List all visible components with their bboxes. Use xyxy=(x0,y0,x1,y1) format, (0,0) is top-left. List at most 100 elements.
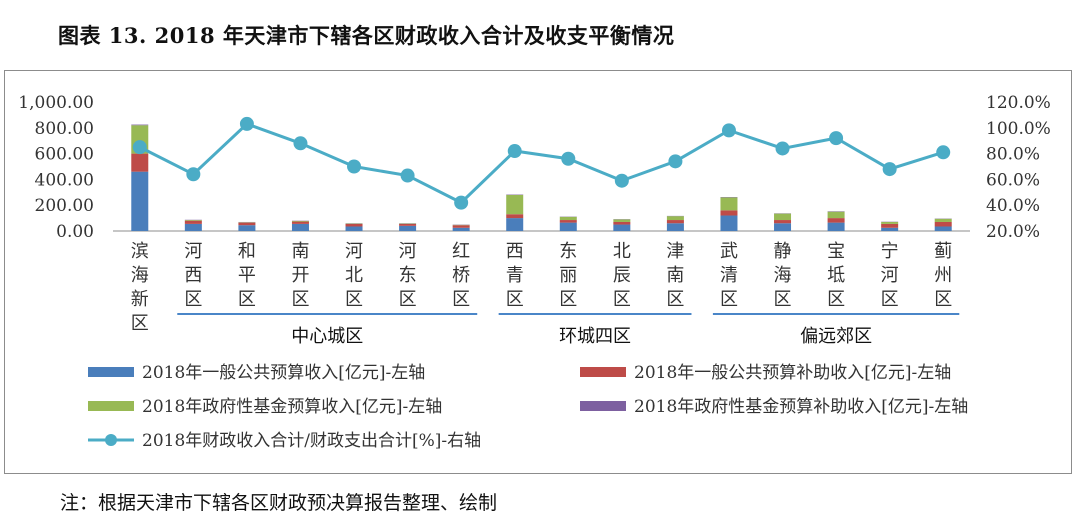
bar-segment xyxy=(184,223,202,231)
x-tick-label: 东丽区 xyxy=(559,241,577,310)
bar-segment xyxy=(238,225,256,231)
bar-segment xyxy=(291,223,309,231)
ratio-point xyxy=(721,123,736,138)
bar-segment xyxy=(238,222,256,226)
bar-segment xyxy=(131,171,149,231)
ratio-point xyxy=(882,162,897,177)
ratio-point xyxy=(561,151,576,166)
bar-segment xyxy=(559,220,577,223)
x-tick-label: 北辰区 xyxy=(613,241,631,310)
bar-segment xyxy=(345,223,363,227)
legend-swatch xyxy=(580,367,626,377)
legend-swatch xyxy=(88,367,134,377)
legend-marker xyxy=(105,434,117,446)
y-left-tick-label: 600.00 xyxy=(35,145,94,165)
bar-segment xyxy=(452,225,470,228)
ratio-point xyxy=(936,145,951,160)
ratio-line xyxy=(139,122,944,205)
bar-segment xyxy=(613,224,631,231)
ratio-point xyxy=(186,167,201,182)
x-tick-label: 南开区 xyxy=(291,241,309,310)
y-left-tick-label: 800.00 xyxy=(35,119,94,139)
bar-segment xyxy=(559,222,577,231)
bar-segment xyxy=(934,221,952,227)
bar-segment xyxy=(399,225,417,231)
group-label: 偏远郊区 xyxy=(800,326,872,347)
x-tick-label: 津南区 xyxy=(666,241,684,310)
legend-label: 2018年政府性基金预算收入[亿元]-左轴 xyxy=(142,397,442,417)
y-left-tick-label: 0.00 xyxy=(56,222,94,242)
bar-segment xyxy=(827,222,845,231)
chart-svg: 0.00 200.00 400.00 600.00 800.00 1,000.00 20.0… xyxy=(18,93,1051,451)
bar-segment xyxy=(774,223,792,231)
bar-segment xyxy=(506,194,524,215)
bar-segment xyxy=(934,218,952,222)
x-tick-label: 宁河区 xyxy=(881,241,899,310)
bar-segment xyxy=(291,221,309,224)
legend-label: 2018年政府性基金预算补助收入[亿元]-左轴 xyxy=(634,397,968,417)
legend-swatch xyxy=(88,401,134,411)
bar-segment xyxy=(345,226,363,231)
ratio-point xyxy=(614,173,629,188)
group-label: 中心城区 xyxy=(291,326,363,347)
ratio-point xyxy=(400,168,415,183)
x-tick-label: 静海区 xyxy=(774,241,792,310)
y-left-tick-label: 1,000.00 xyxy=(18,93,94,113)
y-right-tick-label: 120.0% xyxy=(986,93,1051,113)
bar-segment xyxy=(184,220,202,224)
bar-segment xyxy=(666,223,684,231)
y-left-tick-label: 200.00 xyxy=(35,196,94,216)
bar-segment xyxy=(399,223,417,226)
bar-segment xyxy=(291,220,309,222)
ratio-point xyxy=(132,140,147,155)
bar-segment xyxy=(881,223,899,228)
bar-segment xyxy=(184,220,202,221)
bar-segment xyxy=(666,216,684,221)
legend-swatch xyxy=(580,401,626,411)
x-tick-label: 河西区 xyxy=(184,241,202,310)
x-tick-label: 河北区 xyxy=(345,241,363,310)
y-right-tick-label: 60.0% xyxy=(986,170,1040,190)
bar-segment xyxy=(774,220,792,224)
bar-segment xyxy=(506,218,524,231)
y-right-tick-label: 20.0% xyxy=(986,222,1040,242)
y-right-tick-label: 40.0% xyxy=(986,196,1040,216)
bar-segment xyxy=(559,216,577,221)
x-tick-label: 和平区 xyxy=(238,241,256,310)
bar-segment xyxy=(881,221,899,224)
ratio-point xyxy=(239,116,254,131)
chart-frame xyxy=(4,70,1072,474)
figure-note: 注：根据天津市下辖各区财政预决算报告整理、绘制 xyxy=(60,492,498,514)
bar-segment xyxy=(613,219,631,222)
y-left-tick-label: 400.00 xyxy=(35,170,94,190)
figure-title: 图表 13. 2018 年天津市下辖各区财政收入合计及收支平衡情况 xyxy=(58,23,675,48)
x-tick-label: 西青区 xyxy=(506,241,524,310)
legend-label: 2018年一般公共预算补助收入[亿元]-左轴 xyxy=(634,363,951,383)
bar-segment xyxy=(827,218,845,223)
ratio-point xyxy=(668,154,683,169)
bar-segment xyxy=(613,221,631,225)
bar-segment xyxy=(506,214,524,219)
bar-segment xyxy=(934,226,952,231)
ratio-point xyxy=(829,131,844,146)
y-right-tick-label: 80.0% xyxy=(986,145,1040,165)
bar-segment xyxy=(131,153,149,172)
bar-segment xyxy=(720,197,738,211)
bar-segment xyxy=(131,124,149,126)
ratio-point xyxy=(293,136,308,151)
ratio-point xyxy=(347,159,362,174)
bar-segment xyxy=(452,227,470,231)
bar-segment xyxy=(720,210,738,216)
ratio-point xyxy=(454,195,469,210)
x-tick-label: 蓟州区 xyxy=(934,241,952,310)
legend-label: 2018年财政收入合计/财政支出合计[%]-右轴 xyxy=(142,431,481,451)
ratio-point xyxy=(507,144,522,159)
bar-segment xyxy=(666,220,684,224)
x-tick-label: 宝坻区 xyxy=(827,241,845,310)
bar-segment xyxy=(774,213,792,221)
x-tick-label: 滨海新区 xyxy=(131,241,149,334)
x-tick-label: 红桥区 xyxy=(452,241,470,310)
group-label: 环城四区 xyxy=(559,326,631,347)
bar-segment xyxy=(827,211,845,219)
x-tick-label: 武清区 xyxy=(720,241,738,310)
